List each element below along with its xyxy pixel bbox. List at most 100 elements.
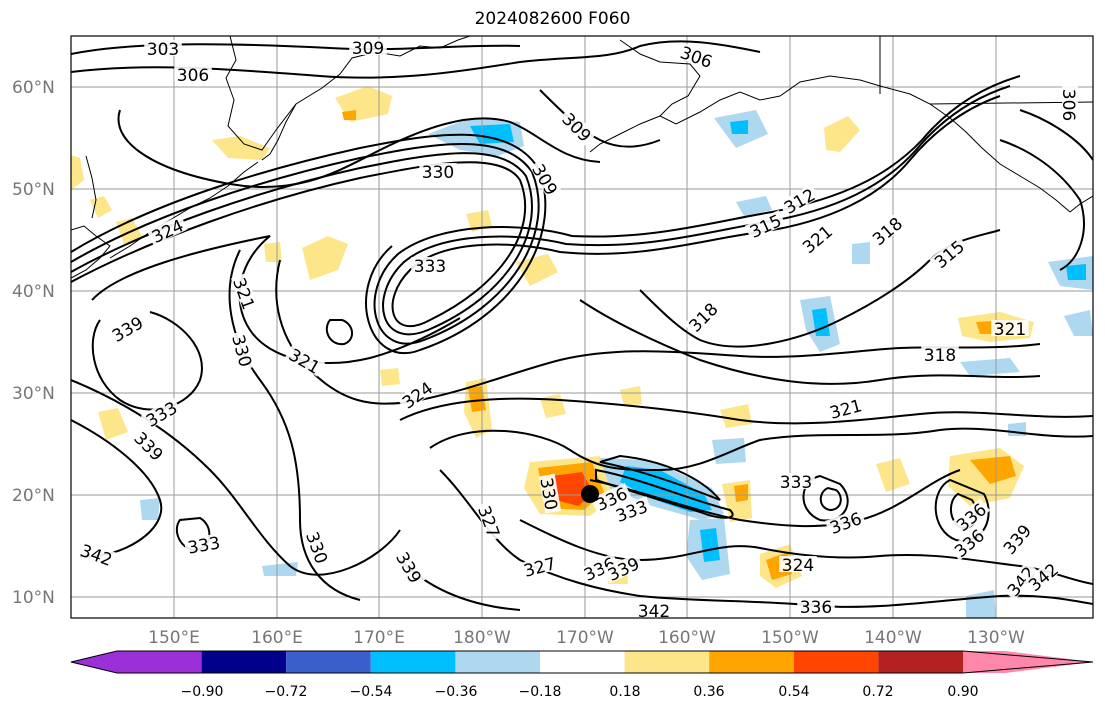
colorbar-tick-label: −0.36: [435, 684, 478, 700]
contour-line: [589, 469, 961, 528]
contour-line: [117, 109, 601, 189]
shade-lightblue: [712, 438, 746, 464]
contour-label: 309: [557, 107, 597, 147]
colorbar-segment: [71, 651, 202, 673]
colorbar-tick-label: 0.72: [862, 684, 893, 700]
contour-label-text: 336: [827, 509, 864, 539]
lat-label: 30°N: [12, 384, 55, 404]
contour-label: 339: [391, 546, 427, 588]
contour-label: 318: [921, 346, 959, 366]
contour-label: 321: [991, 320, 1029, 340]
shade-orange: [970, 456, 1016, 484]
shade-blue: [1066, 264, 1086, 280]
colorbar-segment: [455, 651, 540, 673]
longitude-labels: 150°E 160°E 170°E 180°W 170°W 160°W 150°…: [148, 628, 1025, 648]
contour-line: [71, 85, 1011, 336]
contour-label: 324: [146, 215, 188, 248]
colorbar-segment: [963, 651, 1093, 673]
shade-lightblue: [1064, 310, 1093, 336]
contour-label-text: 330: [422, 163, 454, 183]
contour-label: 321: [797, 220, 837, 258]
lon-label: 180°W: [453, 628, 511, 648]
colorbar-segment: [370, 651, 456, 673]
coastlines: [71, 36, 1093, 279]
contour-label-text: 303: [147, 40, 179, 60]
contour-line: [71, 43, 521, 55]
contour-line: [325, 319, 353, 346]
contour-line: [91, 235, 461, 364]
contour-label-text: 333: [414, 257, 446, 277]
colorbar-tick-label: −0.72: [265, 684, 308, 700]
contour-line: [71, 419, 163, 558]
shade-yellow: [380, 368, 400, 386]
contour-label-text: 342: [638, 602, 670, 622]
shade-yellow: [264, 242, 282, 262]
contour-label: 318: [683, 297, 723, 337]
contour-line: [1019, 109, 1093, 161]
colorbar-segment: [286, 651, 371, 673]
coastline-sakhalin: [85, 155, 97, 219]
shade-yellow: [824, 116, 860, 152]
colorbar-segment: [878, 651, 963, 673]
shade-yellow: [540, 394, 566, 418]
lat-label: 50°N: [12, 180, 55, 200]
contour-line: [228, 249, 361, 601]
shade-lightblue: [966, 590, 996, 618]
colorbar-segment: [793, 651, 879, 673]
contour-label-text: 318: [924, 346, 956, 366]
contour-label: 333: [183, 532, 224, 559]
coastline-aleutians: [589, 115, 661, 153]
contour-label: 315: [929, 235, 969, 273]
contour-line: [71, 379, 401, 576]
coastline-siberia: [225, 36, 471, 151]
lon-label: 170°E: [353, 628, 405, 648]
contour-label: 306: [676, 42, 718, 73]
coastline-bc: [1069, 195, 1093, 213]
contour-label: 324: [396, 377, 437, 413]
colorbar-segment: [201, 651, 287, 673]
contour-label: 333: [777, 473, 815, 493]
contour-line: [439, 469, 1093, 608]
contour-label: 330: [301, 526, 332, 568]
contour-label: 306: [1058, 86, 1078, 124]
contour-label-text: 333: [186, 533, 221, 558]
contour-label-text: 324: [782, 556, 814, 576]
lon-label: 150°W: [761, 628, 819, 648]
colorbar-tick-label: 0.90: [947, 684, 978, 700]
map-frame: [70, 35, 1094, 619]
contour-label: 336: [797, 598, 835, 618]
contour-line: [71, 75, 1021, 345]
contour-label: 321: [284, 343, 326, 379]
colorbar-tick-label: 0.36: [693, 684, 724, 700]
contour-line: [599, 454, 721, 501]
colorbar-tick-label: 0.18: [609, 684, 640, 700]
lon-label: 170°W: [556, 628, 614, 648]
colorbar-segment: [709, 651, 794, 673]
map-title: 2024082600 F060: [474, 9, 631, 29]
contour-line: [399, 397, 1093, 425]
contour-label-text: 330: [301, 529, 331, 566]
shade-blue: [730, 120, 748, 134]
lat-label: 10°N: [12, 588, 55, 608]
storm-center-marker: [581, 485, 599, 503]
shade-blue: [470, 124, 514, 144]
lon-label: 140°W: [864, 628, 922, 648]
shade-yellow: [90, 196, 112, 218]
contour-label: 333: [411, 257, 449, 277]
shade-lightblue: [140, 498, 160, 520]
contour-label: 327: [519, 553, 560, 582]
contour-line: [579, 299, 1041, 385]
lon-label: 130°W: [967, 628, 1025, 648]
contour-label: 309: [349, 39, 387, 59]
shade-orange: [734, 484, 748, 502]
shade-yellow: [516, 254, 558, 286]
lat-label: 40°N: [12, 282, 55, 302]
shade-orange: [342, 110, 356, 120]
shade-yellow: [98, 408, 128, 440]
contour-label: 336: [824, 508, 866, 539]
colorbar-segment: [624, 651, 710, 673]
shade-lightblue: [852, 242, 870, 264]
colorbar-tick-label: −0.18: [519, 684, 562, 700]
lon-label: 160°E: [251, 628, 303, 648]
